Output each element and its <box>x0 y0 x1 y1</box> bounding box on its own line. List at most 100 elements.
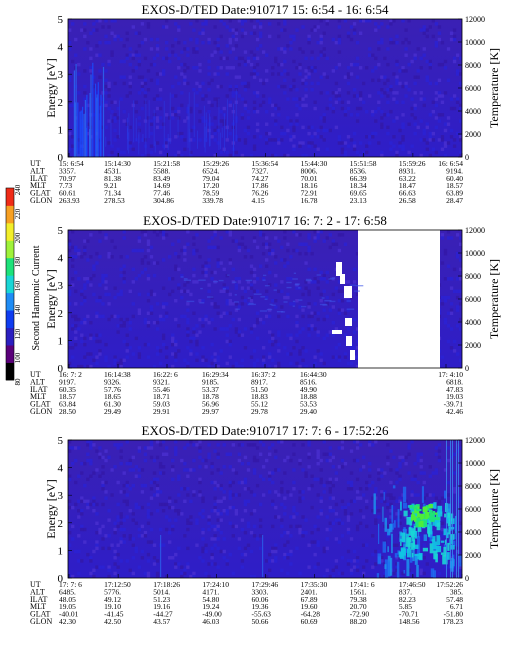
ephemeris-value: 17.86 <box>252 181 269 190</box>
ephemeris-value: 148.56 <box>399 617 420 626</box>
ephemeris-value: 53.53 <box>300 400 317 409</box>
ephemeris-value: 57.76 <box>104 385 121 394</box>
colorbar-tick-label: 120 <box>14 328 22 339</box>
ephemeris-value: 70.01 <box>301 174 318 183</box>
ephemeris-value: 19.16 <box>153 602 170 611</box>
y-tick-label: 2 <box>58 97 64 109</box>
ephemeris-value: 69.65 <box>350 189 367 198</box>
ephemeris-row-label: ALT <box>30 587 45 596</box>
y-tick-label: 3 <box>58 69 64 81</box>
ephemeris-value: 16:44:30 <box>300 370 327 379</box>
ephemeris-value: 3357. <box>59 166 76 175</box>
ephemeris-value: 6524. <box>202 166 219 175</box>
y-tick-label: 5 <box>58 225 64 237</box>
ephemeris-value: 8536. <box>350 166 367 175</box>
ephemeris-value: 53.37 <box>202 385 219 394</box>
ephemeris-value: 17:24:10 <box>202 580 229 589</box>
ephemeris-value: 17: 7: 6 <box>59 580 82 589</box>
y-tick-label: 4 <box>58 42 64 54</box>
ephemeris-value: 61.30 <box>104 400 121 409</box>
y2-tick-label: 2000 <box>465 130 481 139</box>
colorbar-swatch <box>6 292 14 311</box>
ephemeris-value: 57.48 <box>446 595 463 604</box>
y-tick-label: 5 <box>58 435 64 447</box>
ephemeris-value: 83.49 <box>153 174 170 183</box>
ephemeris-value: 19.60 <box>301 602 318 611</box>
y-axis-label: Energy [eV] <box>44 269 58 328</box>
ephemeris-value: -49.00 <box>202 610 222 619</box>
ephemeris-value: 17:12:50 <box>104 580 131 589</box>
y2-tick-label: 8000 <box>465 61 481 70</box>
ephemeris-value: 67.89 <box>301 595 318 604</box>
y-tick-label: 1 <box>58 335 64 347</box>
ephemeris-row-label: UT <box>30 580 41 589</box>
ephemeris-value: 19.05 <box>59 602 76 611</box>
ephemeris-value: 71.34 <box>104 189 121 198</box>
y2-tick-label: 6000 <box>465 505 481 514</box>
y2-tick-label: 6000 <box>465 295 481 304</box>
ephemeris-value: 29.78 <box>251 407 268 416</box>
ephemeris-value: 18.83 <box>251 392 268 401</box>
ephemeris-value: 55.12 <box>251 400 268 409</box>
y2-tick-label: 4000 <box>465 528 481 537</box>
ephemeris-value: 77.46 <box>153 189 170 198</box>
ephemeris-value: 8516. <box>300 377 317 386</box>
ephemeris-value: 5.85 <box>399 602 412 611</box>
colorbar-swatch <box>6 205 14 224</box>
ephemeris-value: 18.34 <box>350 181 367 190</box>
ephemeris-value: 70.97 <box>59 174 76 183</box>
ephemeris-value: 15:21:58 <box>153 159 180 168</box>
ephemeris-value: 17.20 <box>202 181 219 190</box>
colorbar: 240 220 200 180 160 140 120 100 80 Second Harmon… <box>5 184 42 386</box>
ephemeris-value: 3303. <box>252 587 269 596</box>
colorbar-swatch <box>6 240 14 259</box>
ephemeris-value: 16:14:38 <box>104 370 131 379</box>
y2-tick-label: 10000 <box>465 38 485 47</box>
y2-axis-label: Temperature [K] <box>487 48 501 128</box>
ephemeris-value: 60.61 <box>59 189 76 198</box>
ephemeris-value: 16.78 <box>301 196 318 205</box>
ephemeris-value: 66.39 <box>350 174 367 183</box>
colorbar-swatch <box>6 327 14 346</box>
ephemeris-value: 54.80 <box>202 595 219 604</box>
ephemeris-value: 8917. <box>251 377 268 386</box>
y2-tick-label: 12000 <box>465 15 485 24</box>
ephemeris-value: 19.03 <box>446 392 463 401</box>
ephemeris-value: 19.10 <box>104 602 121 611</box>
spectrogram <box>68 19 462 157</box>
ephemeris-value: -64.28 <box>301 610 321 619</box>
ephemeris-value: 63.84 <box>59 400 76 409</box>
ephemeris-value: 17: 4:10 <box>438 370 463 379</box>
ephemeris-value: -44.27 <box>153 610 173 619</box>
y2-tick-label: 4000 <box>465 107 481 116</box>
ephemeris-value: 60.35 <box>59 385 76 394</box>
ephemeris-row-label: ILAT <box>30 385 47 394</box>
ephemeris-row-label: GLAT <box>30 189 51 198</box>
panel-2: EXOS-D/TED Date:910717 16: 7: 2 - 17: 6:… <box>30 213 501 416</box>
ephemeris-row-label: GLAT <box>30 400 51 409</box>
y2-tick-label: 10000 <box>465 249 485 258</box>
y2-tick-label: 2000 <box>465 551 481 560</box>
colorbar-tick-label: 220 <box>14 208 22 219</box>
ephemeris-value: 8931. <box>399 166 416 175</box>
ephemeris-value: 178.23 <box>442 617 463 626</box>
ephemeris-row-label: UT <box>30 370 41 379</box>
colorbar-tick-label: 160 <box>14 280 22 291</box>
ephemeris-value: 4531. <box>104 166 121 175</box>
ephemeris-value: 16: 7: 2 <box>59 370 82 379</box>
ephemeris-value: -55.63 <box>252 610 272 619</box>
data-gap <box>358 230 440 368</box>
ephemeris-value: 17:52:26 <box>436 580 463 589</box>
ephemeris-value: 17:46:50 <box>399 580 426 589</box>
ephemeris-value: 20.70 <box>350 602 367 611</box>
ephemeris-row-label: ILAT <box>30 174 47 183</box>
spectrogram <box>68 230 462 368</box>
y-tick-label: 1 <box>58 545 64 557</box>
ephemeris-value: 385. <box>450 587 463 596</box>
y-tick-label: 3 <box>58 280 64 292</box>
y2-tick-label: 0 <box>465 574 469 583</box>
ephemeris-value: 9.21 <box>104 181 117 190</box>
ephemeris-value: 5588. <box>153 166 170 175</box>
ephemeris-value: 72.91 <box>301 189 318 198</box>
ephemeris-value: 19.36 <box>252 602 269 611</box>
